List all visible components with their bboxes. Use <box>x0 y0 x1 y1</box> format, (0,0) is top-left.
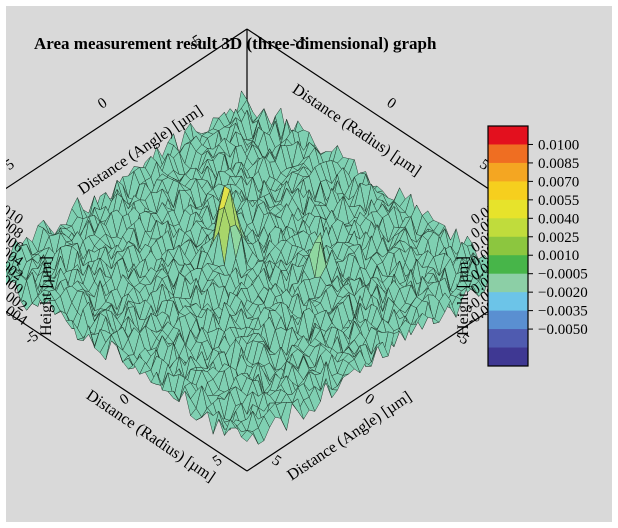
colorbar-label: 0.0070 <box>538 174 579 190</box>
colorbar-label: −0.0035 <box>538 304 588 320</box>
surface-cell <box>6 268 10 286</box>
colorbar-band <box>488 236 528 256</box>
back-left-tick-label: -5 <box>186 32 205 52</box>
colorbar-label: −0.0050 <box>538 322 588 338</box>
z-axis-label-right: Height [µm] <box>455 256 472 336</box>
colorbar-band <box>488 292 528 312</box>
back-right-tick-label: 0 <box>384 95 399 112</box>
colorbar-label: 0.0085 <box>538 156 579 172</box>
colorbar-label: 0.0040 <box>538 211 579 227</box>
colorbar <box>487 125 529 367</box>
colorbar-band <box>488 162 528 182</box>
colorbar-label: 0.0055 <box>538 193 579 209</box>
colorbar-band <box>488 347 528 367</box>
colorbar-label: 0.0010 <box>538 248 579 264</box>
colorbar-label: −0.0005 <box>538 267 588 283</box>
back-left-tick-label: 5 <box>6 156 17 173</box>
colorbar-band <box>488 329 528 349</box>
back-left-tick-label: 0 <box>95 95 110 112</box>
colorbar-labels: 0.0100 0.0085 0.0070 0.0055 0.0040 0.0025 0.00… <box>528 137 588 338</box>
colorbar-band <box>488 255 528 275</box>
axis-line <box>246 298 508 472</box>
colorbar-band <box>488 181 528 201</box>
colorbar-band <box>488 218 528 238</box>
colorbar-band <box>488 199 528 219</box>
chart-panel: Area measurement result 3D (three-dimens… <box>6 6 612 522</box>
colorbar-frame <box>487 125 529 367</box>
axis-line <box>6 310 248 472</box>
colorbar-label: 0.0100 <box>538 137 579 153</box>
surface-layer <box>6 90 508 445</box>
surface-cell <box>241 430 253 442</box>
colorbar-band <box>488 126 528 145</box>
colorbar-band <box>488 144 528 164</box>
colorbar-label: −0.0020 <box>538 285 588 301</box>
axis-line <box>246 28 508 202</box>
axis-line <box>6 28 248 190</box>
chart-title: Area measurement result 3D (three-dimens… <box>34 34 437 53</box>
colorbar-band <box>488 310 528 330</box>
z-axis-label-left: Height [µm] <box>38 256 55 336</box>
colorbar-band <box>488 273 528 293</box>
colorbar-label: 0.0025 <box>538 230 579 246</box>
back-right-tick-label: -5 <box>289 32 308 52</box>
